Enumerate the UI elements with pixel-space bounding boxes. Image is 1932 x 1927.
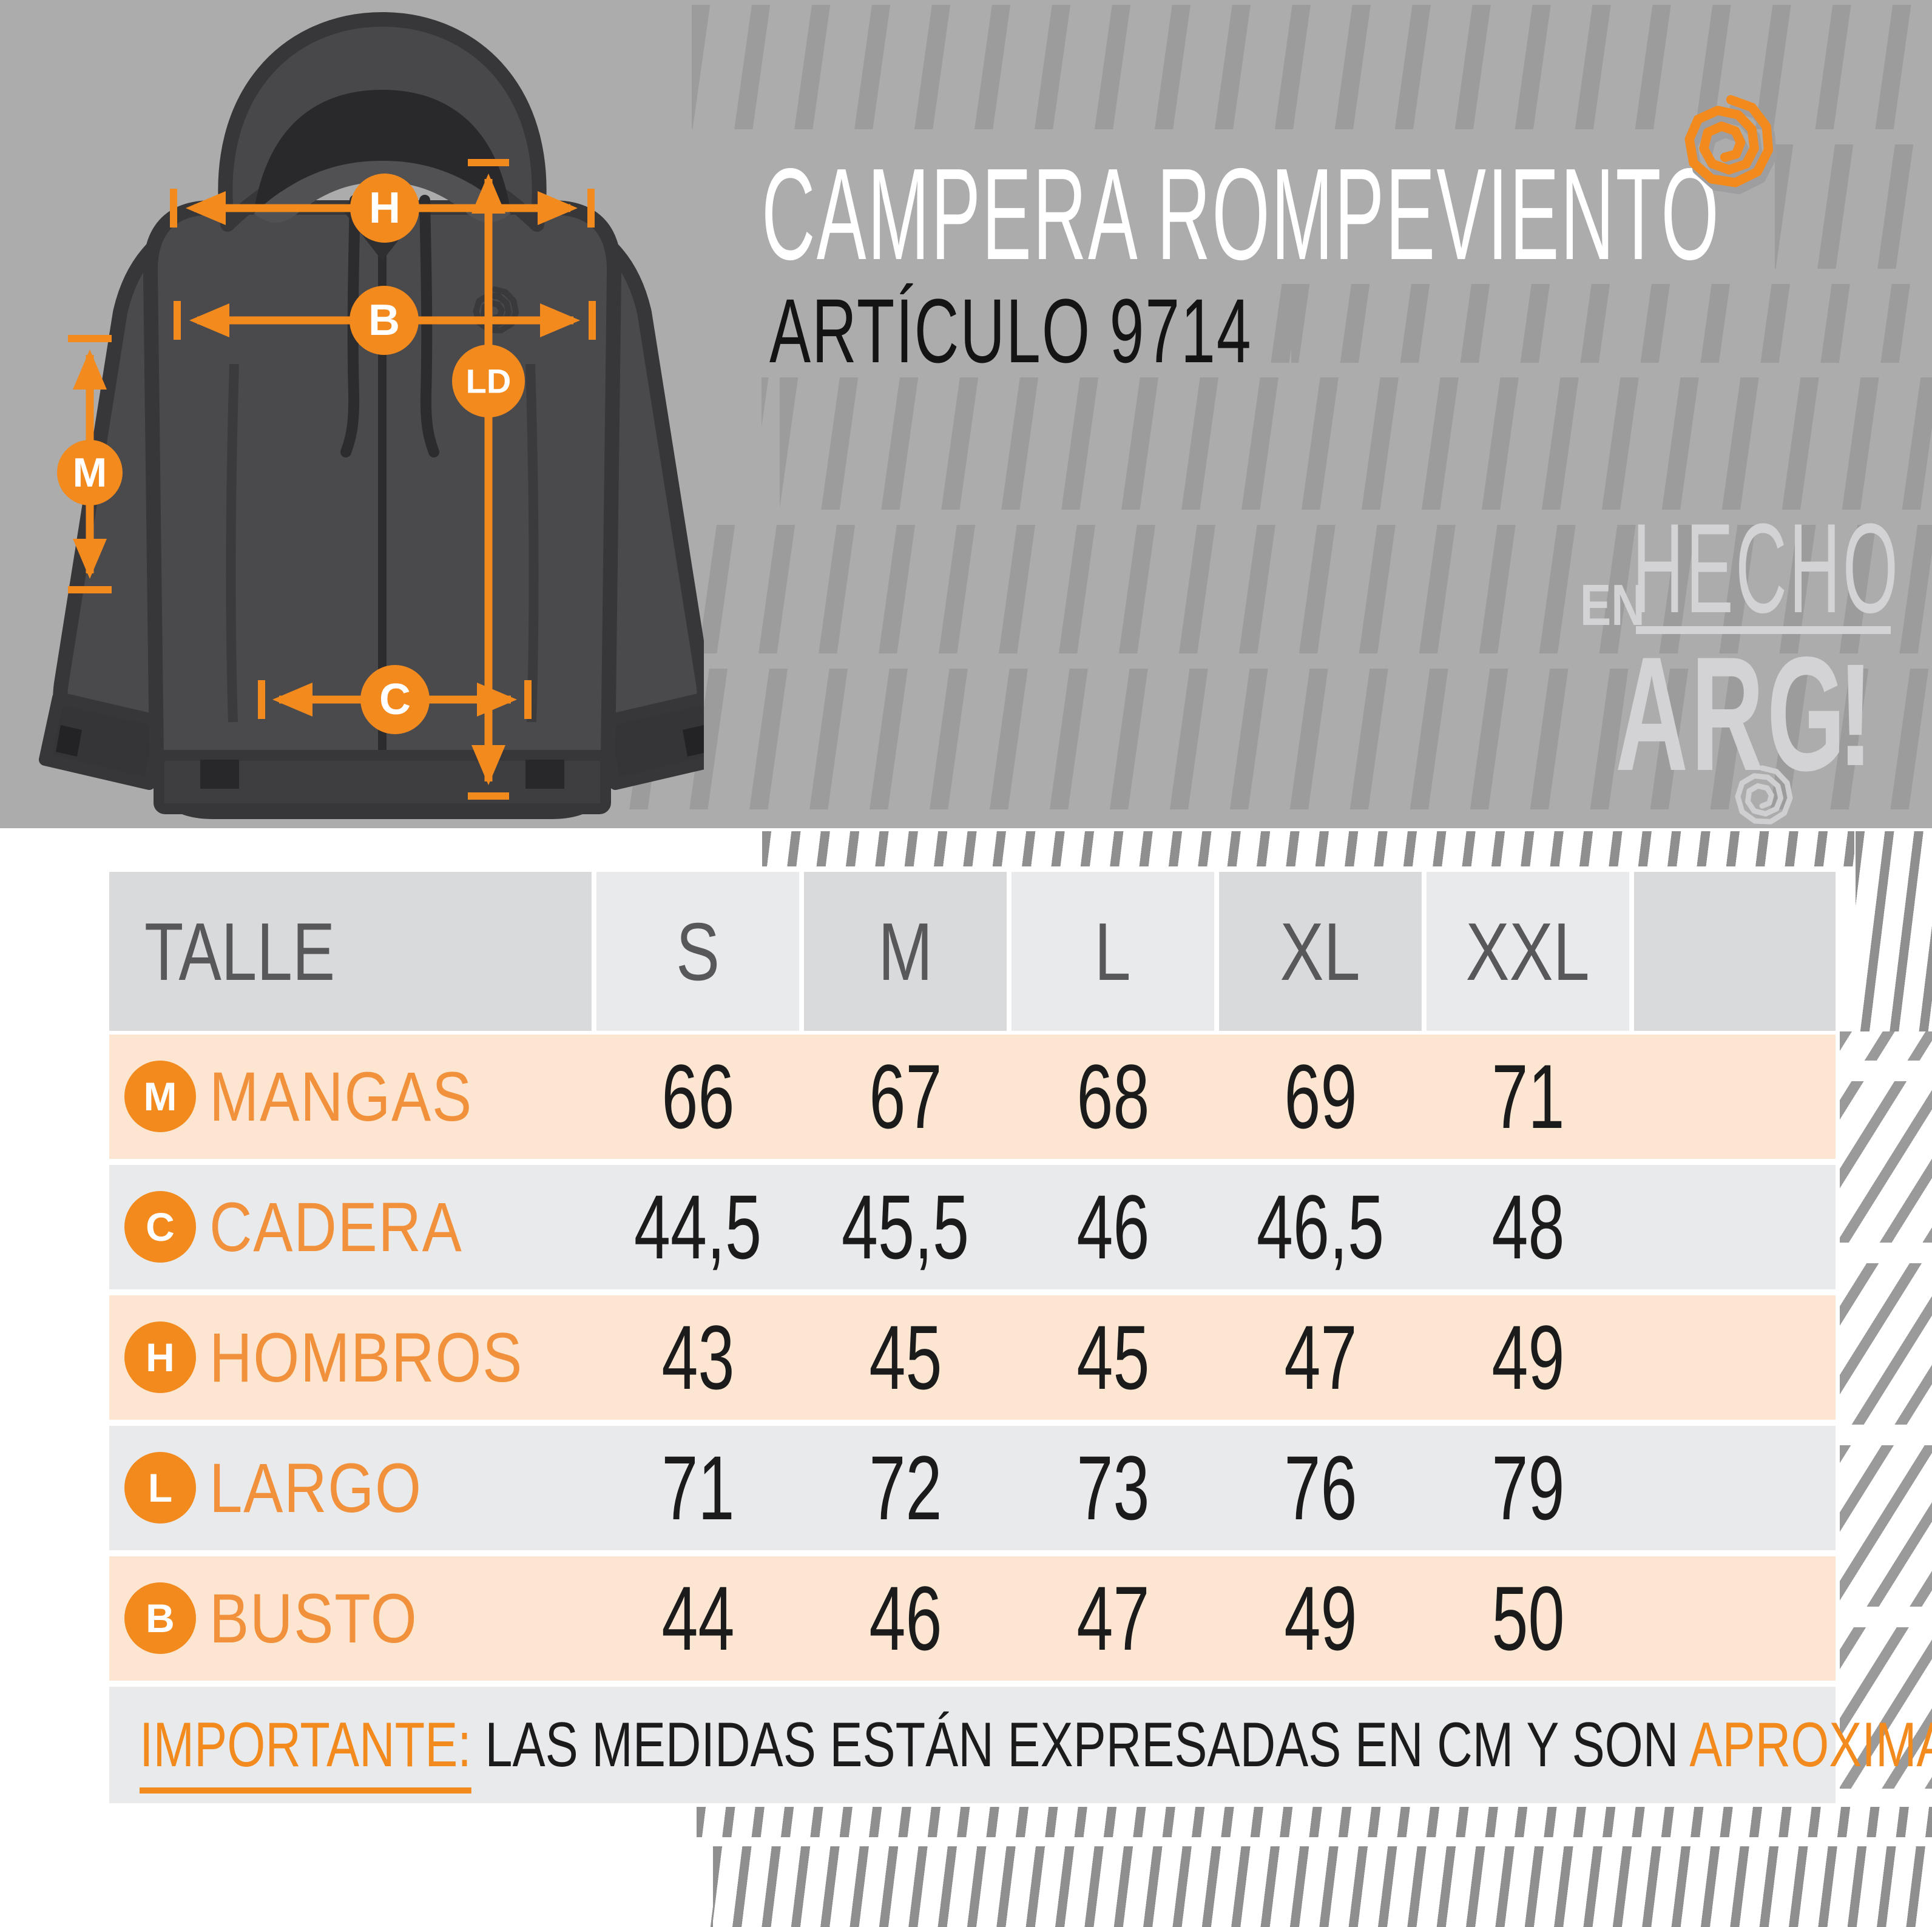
row-key-badge: C: [124, 1191, 196, 1263]
table-header-row: TALLE S M L XL XXL: [109, 872, 1836, 1031]
cell-value: 44: [661, 1567, 735, 1669]
hatch-stripes: [697, 1807, 1932, 1837]
note-highlight: APROXIMADAS.: [1689, 1709, 1932, 1780]
product-title: CAMPERA ROMPEVIENTO: [762, 141, 1721, 287]
cell-value: 47: [1283, 1306, 1357, 1408]
row-key-badge: H: [124, 1321, 196, 1393]
hood-rim: [254, 161, 511, 223]
cell-value: 46: [868, 1567, 942, 1669]
cell-value: 67: [868, 1045, 942, 1147]
table-row-largo: L LARGO 71 72 73 76 79: [109, 1426, 1836, 1550]
row-label: MANGAS: [209, 1058, 473, 1136]
badge-word-en: EN: [1580, 573, 1645, 638]
hatch-stripes: [1775, 144, 1932, 269]
table-row-hombros: H HOMBROS 43 45 45 47 49: [109, 1295, 1836, 1420]
hatch-stripes: [762, 831, 1854, 866]
hatch-stripes: [1262, 284, 1932, 363]
jacket-cuff-right: [596, 692, 704, 790]
table-row-cadera: C CADERA 44,5 45,5 46 46,5 48: [109, 1165, 1836, 1289]
row-label: LARGO: [209, 1449, 422, 1527]
hatch-stripes: [707, 1846, 1932, 1927]
marker-letter-b: B: [368, 296, 400, 345]
column-header-s: S: [596, 872, 799, 1031]
column-header-xxl: XXL: [1427, 872, 1629, 1031]
badge-word-arg: ARG: [1615, 623, 1849, 805]
table-row-mangas: M MANGAS 66 67 68 69 71: [109, 1034, 1836, 1159]
marker-letter-m: M: [73, 450, 107, 496]
cuff-notch: [56, 725, 82, 757]
cell-value: 50: [1491, 1567, 1565, 1669]
row-label: CADERA: [209, 1188, 463, 1266]
jacket-drawstrings: [340, 195, 439, 457]
note-body: LAS MEDIDAS ESTÁN EXPRESADAS EN CM Y SON: [471, 1709, 1690, 1780]
badge-divider: [1636, 626, 1891, 634]
cell-value: 45: [1076, 1306, 1150, 1408]
hem-notch: [200, 760, 564, 789]
marker-circle-m: [57, 440, 123, 505]
hatch-stripes: [1856, 831, 1932, 1031]
note-important-label: IMPORTANTE:: [140, 1709, 471, 1794]
row-key-badge: L: [124, 1452, 196, 1524]
column-header-empty: [1634, 872, 1836, 1031]
cell-value: 46: [1076, 1176, 1150, 1278]
article-number: ARTÍCULO 9714: [769, 280, 1252, 382]
hatch-stripes: [1840, 1031, 1932, 1809]
row-key-badge: M: [124, 1061, 196, 1132]
row-key-badge: B: [124, 1582, 196, 1654]
jacket-cuff-left: [39, 692, 169, 790]
cell-value: 72: [868, 1437, 942, 1539]
cuff-notch: [683, 725, 704, 757]
cell-value: 68: [1076, 1045, 1150, 1147]
cell-value: 46,5: [1256, 1176, 1385, 1278]
column-header-l: L: [1012, 872, 1214, 1031]
badge-exclamation: !: [1837, 633, 1874, 796]
cell-value: 44,5: [633, 1176, 762, 1278]
spiral-p-logo-icon: [1684, 95, 1777, 195]
marker-letter-ld: LD: [466, 362, 512, 400]
hatch-stripes: [762, 377, 1932, 510]
cell-value: 45,5: [841, 1176, 970, 1278]
marker-letter-h: H: [369, 184, 400, 232]
column-header-m: M: [804, 872, 1007, 1031]
cell-value: 45: [868, 1306, 942, 1408]
header-band: H B LD M C CAMPERA ROMPEVIENTO ARTÍCULO …: [0, 0, 1932, 828]
cell-value: 76: [1283, 1437, 1357, 1539]
cell-value: 73: [1076, 1437, 1150, 1539]
column-header-xl: XL: [1219, 872, 1422, 1031]
column-header-talle: TALLE: [109, 872, 592, 1031]
cell-value: 47: [1076, 1567, 1150, 1669]
marker-circle-b: [350, 286, 419, 355]
jacket-seam: [226, 363, 539, 723]
badge-spiral-icon: [1735, 765, 1793, 825]
table-row-busto: B BUSTO 44 46 47 49 50: [109, 1556, 1836, 1681]
cell-value: 49: [1491, 1306, 1565, 1408]
cell-value: 69: [1283, 1045, 1357, 1147]
badge-word-hecho: HECHO: [1632, 497, 1900, 640]
marker-circle-ld: [452, 345, 525, 417]
marker-letter-c: C: [379, 675, 411, 724]
cell-value: 48: [1491, 1176, 1565, 1278]
cell-value: 49: [1283, 1567, 1357, 1669]
row-label: BUSTO: [209, 1579, 418, 1658]
cell-value: 79: [1491, 1437, 1565, 1539]
row-label: HOMBROS: [209, 1318, 523, 1397]
hood-opening: [254, 90, 511, 214]
cell-value: 66: [661, 1045, 735, 1147]
cell-value: 71: [661, 1437, 735, 1539]
marker-circle-c: [360, 665, 430, 734]
cell-value: 43: [661, 1306, 735, 1408]
marker-circle-h: [350, 174, 419, 243]
cell-value: 71: [1491, 1045, 1565, 1147]
jacket-measurement-diagram: H B LD M C: [39, 12, 704, 819]
measurements-note: IMPORTANTE: LAS MEDIDAS ESTÁN EXPRESADAS…: [109, 1687, 1932, 1803]
